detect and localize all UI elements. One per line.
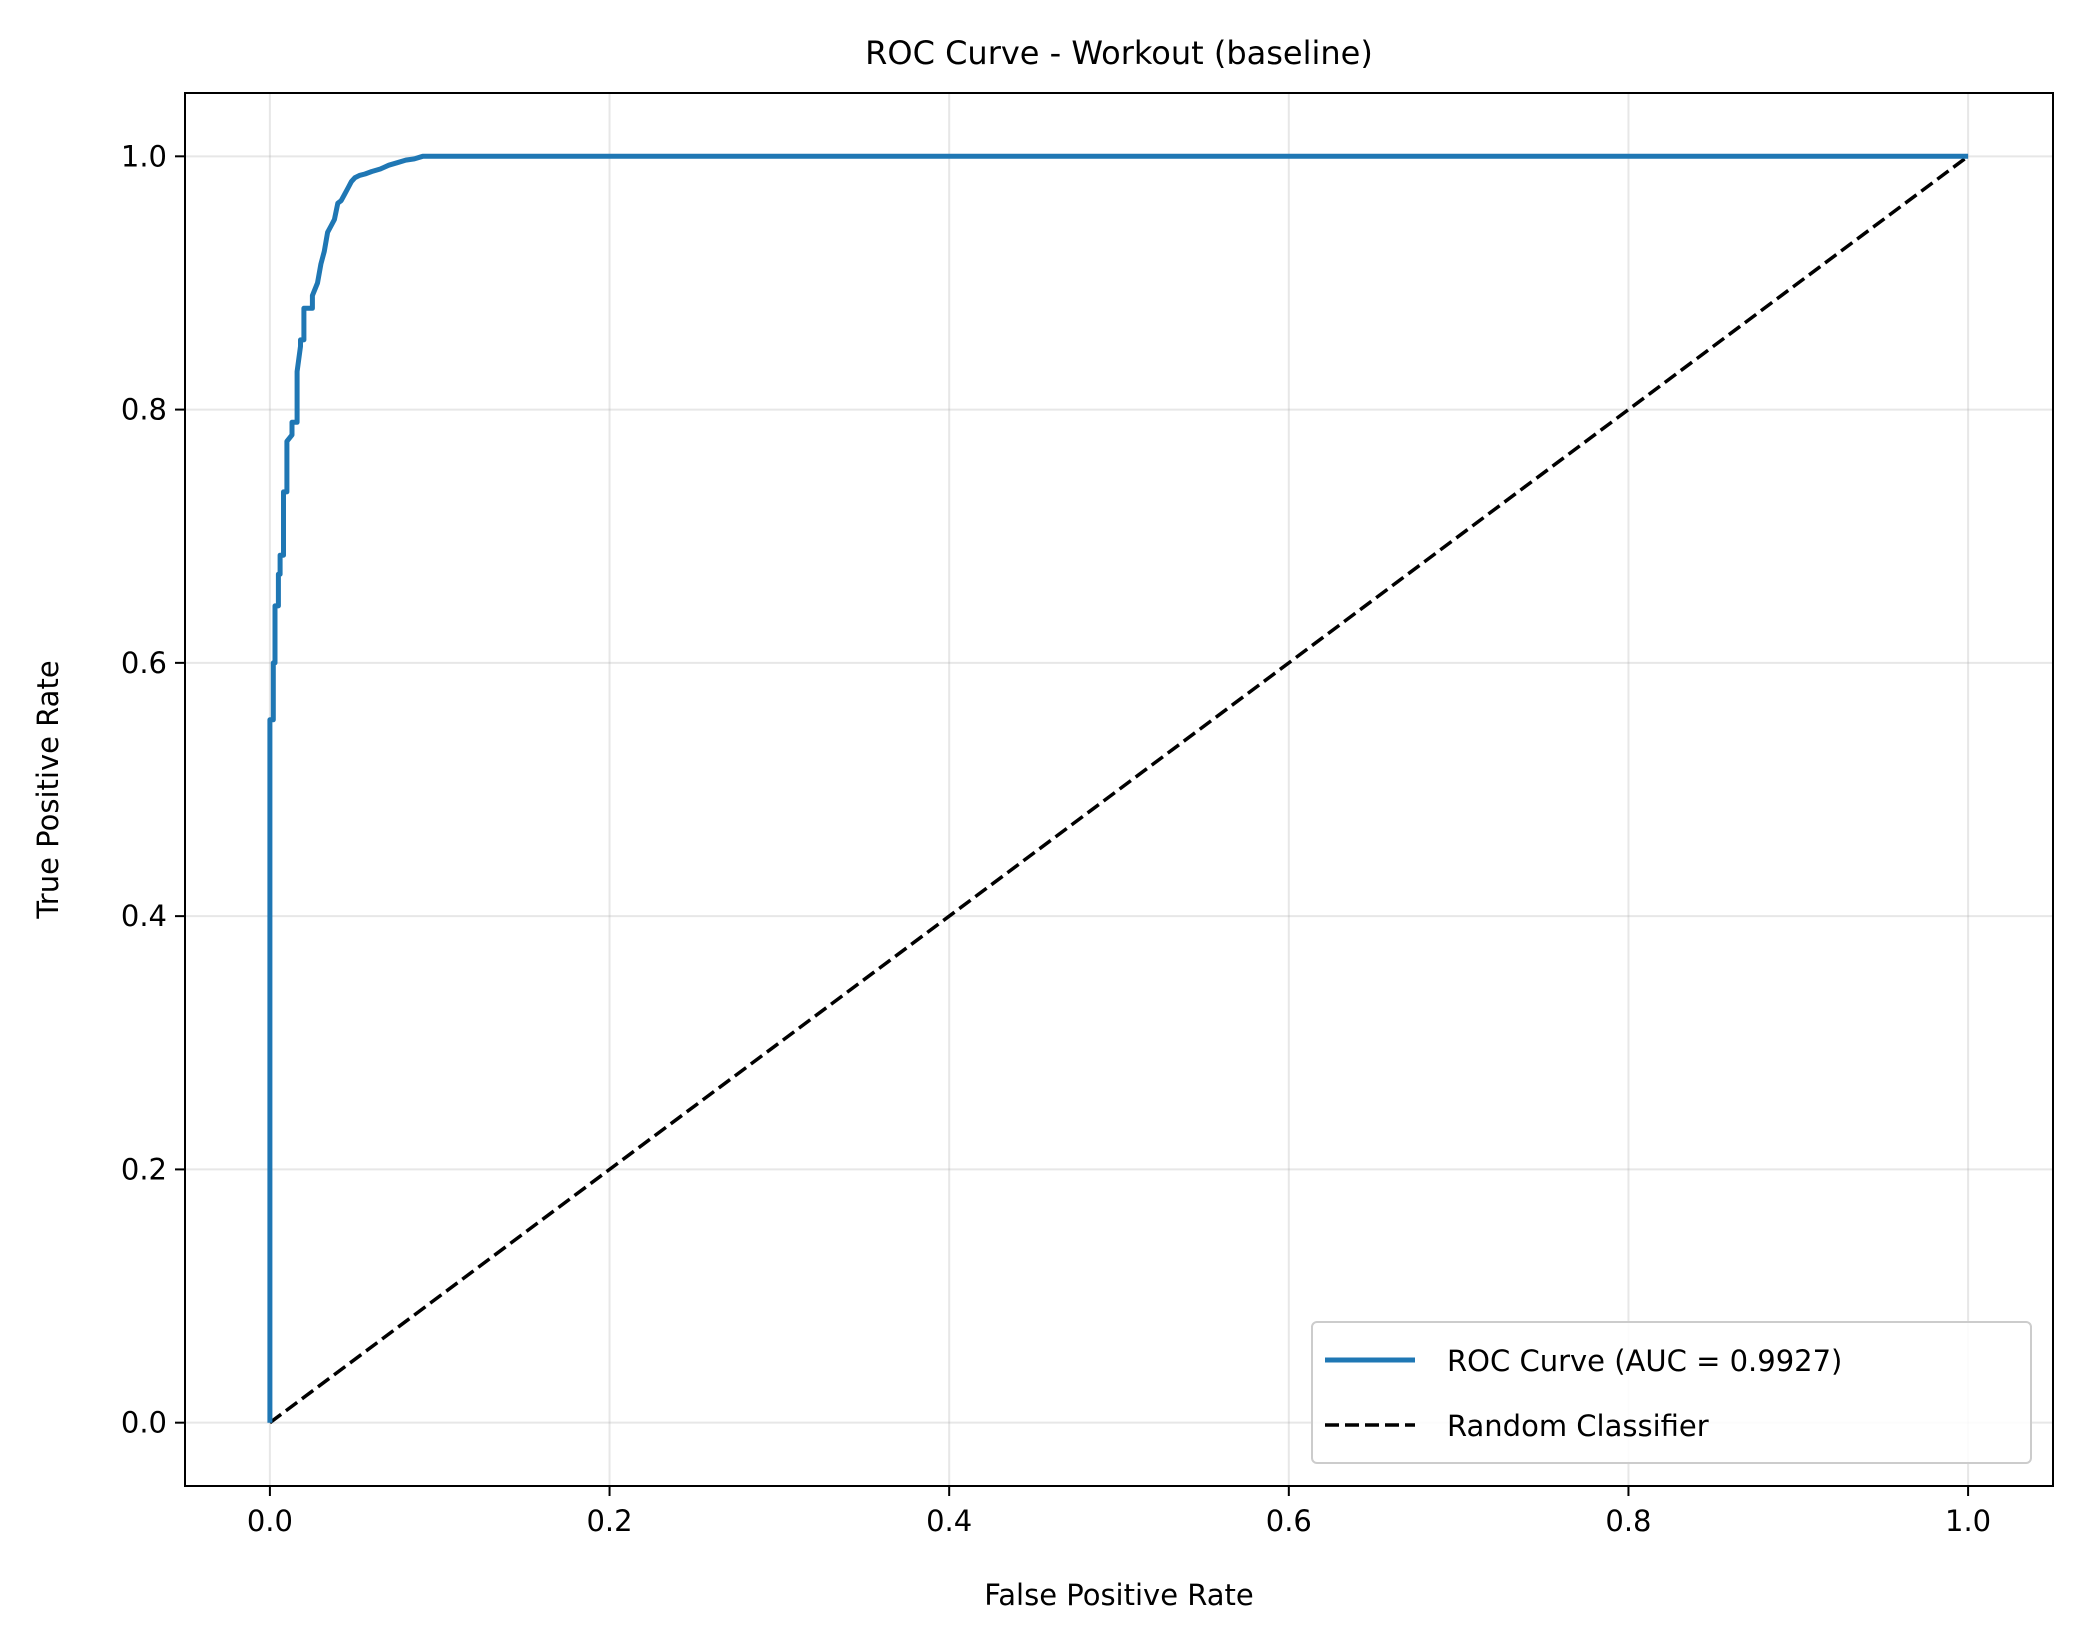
x-axis-ticks: 0.0 0.2 0.4 0.6 0.8 1.0 (247, 1486, 1991, 1538)
x-tick-label: 0.0 (247, 1504, 293, 1538)
y-tick-label: 0.2 (121, 1152, 167, 1186)
chart-title: ROC Curve - Workout (baseline) (865, 34, 1373, 72)
x-tick-label: 0.2 (586, 1504, 632, 1538)
random-classifier-line (268, 154, 1970, 1425)
roc-curve-line (267, 153, 1969, 1423)
legend-box (1311, 1321, 2032, 1464)
plot-series (267, 153, 1970, 1425)
grid-lines (185, 93, 2053, 1486)
x-axis-label: False Positive Rate (984, 1578, 1254, 1612)
y-tick-label: 0.8 (121, 393, 167, 427)
y-tick-label: 0.4 (121, 899, 167, 933)
x-tick-label: 0.6 (1266, 1504, 1312, 1538)
legend-label-roc-curve: ROC Curve (AUC = 0.9927) (1447, 1344, 1842, 1378)
x-tick-label: 1.0 (1945, 1504, 1991, 1538)
legend: ROC Curve (AUC = 0.9927) Random Classifi… (1311, 1321, 2032, 1464)
y-axis-ticks: 0.0 0.2 0.4 0.6 0.8 1.0 (121, 139, 185, 1440)
legend-label-random-classifier: Random Classifier (1447, 1409, 1709, 1443)
y-tick-label: 1.0 (121, 139, 167, 173)
x-tick-label: 0.8 (1605, 1504, 1651, 1538)
y-tick-label: 0.6 (121, 646, 167, 680)
y-tick-label: 0.0 (121, 1406, 167, 1440)
y-axis-label: True Positive Rate (31, 660, 65, 919)
x-tick-label: 0.4 (926, 1504, 972, 1538)
plot-frame (184, 92, 2054, 1487)
